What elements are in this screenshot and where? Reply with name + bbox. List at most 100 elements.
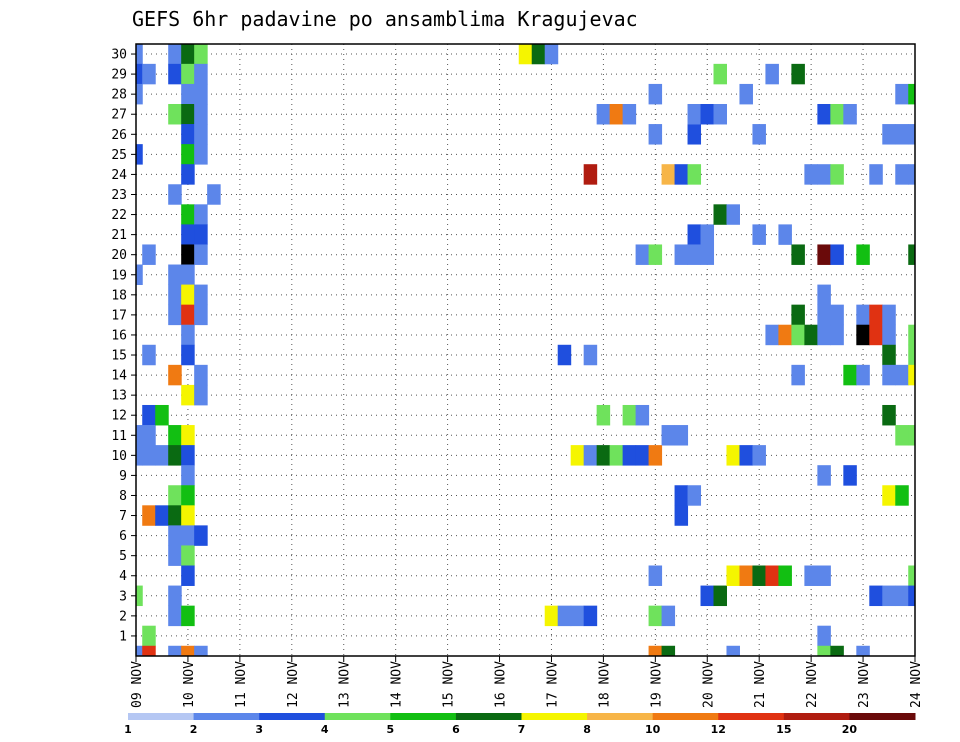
precip-cell bbox=[895, 83, 909, 105]
precip-cell bbox=[908, 83, 915, 105]
precip-cell bbox=[544, 44, 559, 65]
precip-cell bbox=[908, 425, 915, 446]
colorbar: 1 2 3 4 5 6 7 8 10 12 15 20 bbox=[124, 713, 916, 736]
precip-cell bbox=[713, 63, 727, 85]
precip-cell bbox=[869, 164, 883, 185]
precip-cell bbox=[908, 565, 915, 586]
precip-cell bbox=[791, 324, 805, 346]
precip-cell bbox=[168, 545, 182, 566]
precip-cell bbox=[817, 304, 831, 326]
precip-cell bbox=[194, 244, 208, 265]
precip-cell bbox=[155, 445, 169, 466]
precip-cell bbox=[181, 525, 195, 546]
precip-cell bbox=[921, 365, 935, 385]
precip-cell bbox=[869, 324, 883, 346]
precip-cell bbox=[583, 445, 598, 466]
precip-cell bbox=[194, 144, 208, 165]
precip-cell bbox=[136, 144, 143, 165]
precip-cell bbox=[181, 384, 195, 406]
precip-cell bbox=[713, 585, 727, 607]
x-tick-label: 24 NOV bbox=[909, 661, 924, 708]
colorbar-swatch bbox=[652, 713, 719, 720]
x-tick-label: 10 NOV bbox=[182, 661, 197, 708]
precip-cell bbox=[181, 465, 195, 486]
x-tick-label: 15 NOV bbox=[442, 661, 457, 708]
precip-cell bbox=[791, 304, 805, 326]
precip-cell bbox=[687, 485, 702, 506]
x-tick-label: 13 NOV bbox=[338, 661, 353, 708]
y-tick-label: 11 bbox=[111, 429, 127, 444]
plot-frame bbox=[135, 43, 916, 657]
precip-cell bbox=[661, 605, 676, 627]
precip-cell bbox=[583, 605, 598, 627]
colorbar-label: 8 bbox=[583, 723, 591, 736]
precip-cell bbox=[181, 164, 195, 185]
colorbar-swatch bbox=[587, 713, 654, 720]
x-tick-label: 17 NOV bbox=[545, 661, 560, 708]
precip-cell bbox=[687, 244, 702, 265]
precip-cell bbox=[168, 364, 182, 386]
precip-cell bbox=[136, 63, 143, 85]
precip-cell bbox=[518, 44, 533, 65]
colorbar-swatch bbox=[455, 713, 522, 720]
precip-cell bbox=[596, 404, 611, 426]
precip-cell bbox=[804, 324, 818, 346]
colorbar-label: 10 bbox=[645, 723, 661, 736]
precip-cell bbox=[168, 605, 182, 627]
precip-cell bbox=[136, 445, 143, 466]
precip-cell bbox=[830, 645, 844, 656]
precip-cell bbox=[194, 284, 208, 306]
precip-cell bbox=[136, 83, 143, 105]
precip-cell bbox=[752, 224, 766, 245]
precip-cell bbox=[882, 324, 896, 346]
y-tick-label: 21 bbox=[111, 228, 127, 243]
precip-cell bbox=[181, 344, 195, 366]
x-tick-label: 11 NOV bbox=[234, 661, 249, 708]
precip-cell bbox=[817, 645, 831, 656]
precip-cell bbox=[700, 244, 715, 265]
precip-cell bbox=[194, 364, 208, 386]
precip-cell bbox=[194, 44, 208, 65]
precip-cell bbox=[791, 63, 805, 85]
colorbar-swatch bbox=[718, 713, 785, 720]
precip-cell bbox=[804, 565, 818, 586]
precip-cell bbox=[908, 585, 915, 607]
precip-cell bbox=[674, 164, 689, 185]
precip-cell bbox=[687, 104, 702, 125]
precip-cell bbox=[674, 425, 689, 446]
colorbar-swatch bbox=[849, 713, 916, 720]
precip-cell bbox=[181, 304, 195, 326]
precip-cell bbox=[674, 244, 689, 265]
precip-cell bbox=[181, 224, 195, 245]
precip-cell bbox=[674, 485, 689, 506]
precip-cell bbox=[856, 324, 870, 346]
precip-cell bbox=[194, 104, 208, 125]
precip-cell bbox=[142, 404, 156, 426]
precip-cell bbox=[168, 525, 182, 546]
colorbar-label: 3 bbox=[255, 723, 263, 736]
precip-cell bbox=[908, 244, 915, 265]
precip-cell bbox=[648, 605, 663, 627]
precip-cell bbox=[908, 344, 915, 366]
precip-cell bbox=[895, 585, 909, 607]
precip-cell bbox=[843, 364, 857, 386]
y-tick-label: 10 bbox=[111, 449, 127, 464]
precip-cell bbox=[168, 264, 182, 285]
colorbar-label: 12 bbox=[711, 723, 726, 736]
precip-cell bbox=[168, 645, 182, 656]
precip-cell bbox=[700, 224, 715, 245]
precip-cell bbox=[895, 364, 909, 386]
precip-cell bbox=[830, 304, 844, 326]
precip-cell bbox=[830, 324, 844, 346]
precip-cell bbox=[544, 605, 559, 627]
precip-cell bbox=[181, 565, 195, 586]
x-tick-label: 21 NOV bbox=[753, 661, 768, 708]
precip-cell bbox=[142, 63, 156, 85]
precip-cell bbox=[687, 124, 702, 145]
precip-cell bbox=[817, 565, 831, 586]
x-tick-label: 18 NOV bbox=[597, 661, 612, 708]
x-tick-label: 23 NOV bbox=[857, 661, 872, 708]
precip-cell bbox=[882, 124, 896, 145]
precip-cell bbox=[136, 585, 143, 607]
precip-cell bbox=[557, 344, 572, 366]
